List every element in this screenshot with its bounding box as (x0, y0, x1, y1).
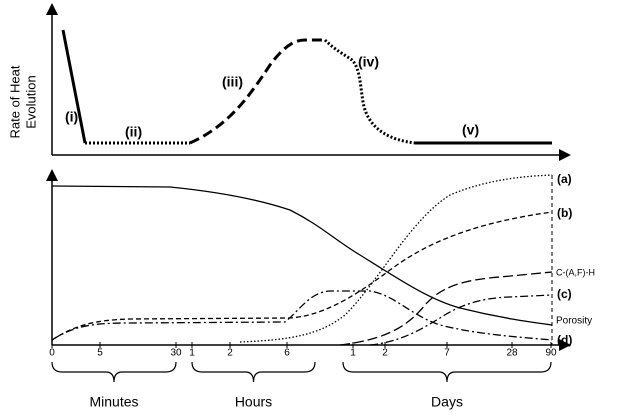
x-tick-label: 5 (97, 348, 103, 359)
x-tick-label: 90 (545, 348, 557, 359)
y-label-line: Rate of Heat (7, 65, 22, 138)
x-tick-label: 7 (444, 348, 450, 359)
curve-c (369, 294, 553, 346)
curve-cafh (339, 271, 553, 346)
curve-label: (d) (557, 333, 572, 347)
curve-label: (c) (557, 287, 572, 301)
stage-label: (i) (65, 109, 78, 125)
stage-curve (61, 29, 87, 144)
group-label: Days (431, 394, 463, 410)
x-tick-label: 30 (170, 348, 182, 359)
x-tick-label: 2 (227, 348, 233, 359)
time-groups: Minutes Hours Days (51, 361, 552, 410)
x-tick-label: 1 (189, 348, 195, 359)
y-label: Rate of Heat Evolution (7, 65, 38, 138)
group-label: Hours (235, 394, 272, 410)
x-ticks: 0 5 30 1 2 6 1 2 7 28 90 (49, 342, 557, 359)
brace (51, 361, 177, 383)
stage-label: (ii) (125, 124, 142, 140)
brace (342, 361, 552, 383)
curve-label: (a) (557, 172, 572, 186)
x-tick-label: 2 (382, 348, 388, 359)
x-tick-label: 28 (506, 348, 518, 359)
x-tick-label: 0 (49, 348, 55, 359)
y-label-line: Evolution (23, 75, 38, 128)
x-tick-label: 6 (284, 348, 290, 359)
stage-label: (iii) (222, 74, 243, 90)
stage-label: (iv) (358, 54, 379, 70)
stage-label: (v) (462, 122, 479, 138)
stage-curve (189, 38, 325, 145)
curve-b (51, 211, 553, 341)
curve-label: (b) (557, 206, 572, 220)
curve-label: C-(A,F)-H (556, 267, 595, 277)
x-tick-label: 1 (350, 348, 356, 359)
curve-label: Porosity (556, 316, 592, 327)
brace (191, 361, 316, 383)
porosity-curve (51, 185, 553, 326)
group-label: Minutes (89, 394, 138, 410)
curve-d (51, 290, 553, 341)
curve-a (239, 174, 553, 343)
